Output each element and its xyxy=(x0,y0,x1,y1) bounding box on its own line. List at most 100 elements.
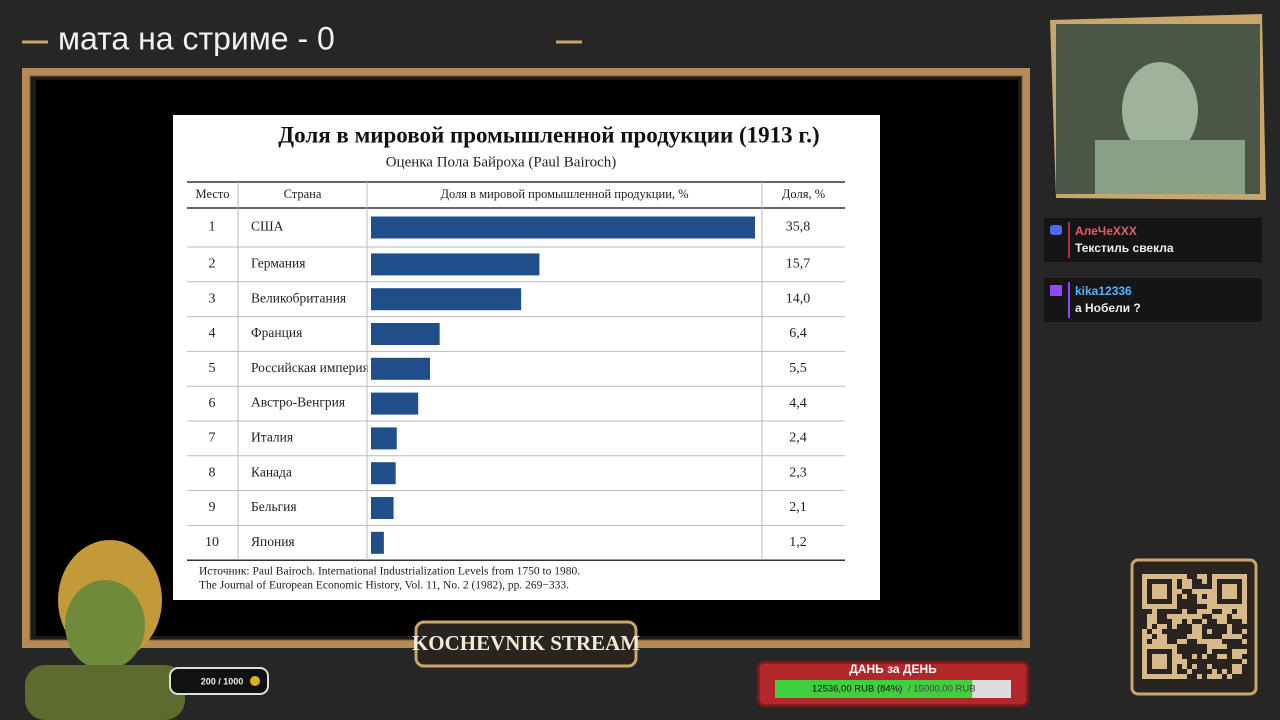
qr-module xyxy=(1227,604,1232,609)
qr-module xyxy=(1162,574,1167,579)
qr-module xyxy=(1157,664,1162,669)
bar xyxy=(371,462,396,485)
qr-module xyxy=(1227,584,1232,589)
qr-module xyxy=(1187,614,1192,619)
country: Канада xyxy=(251,464,292,479)
qr-module xyxy=(1152,664,1157,669)
qr-module xyxy=(1232,584,1237,589)
qr-module xyxy=(1217,644,1222,649)
qr-module xyxy=(1152,644,1157,649)
qr-module xyxy=(1192,634,1197,639)
qr-module xyxy=(1142,669,1147,674)
qr-module xyxy=(1217,604,1222,609)
qr-module xyxy=(1162,604,1167,609)
qr-module xyxy=(1207,639,1212,644)
qr-module xyxy=(1232,669,1237,674)
qr-module xyxy=(1202,609,1207,614)
qr-module xyxy=(1182,664,1187,669)
qr-module xyxy=(1182,674,1187,679)
qr-module xyxy=(1182,594,1187,599)
qr-module xyxy=(1212,614,1217,619)
qr-module xyxy=(1167,674,1172,679)
qr-module xyxy=(1182,639,1187,644)
webcam-person xyxy=(1095,140,1245,194)
qr-module xyxy=(1187,619,1192,624)
qr-module xyxy=(1212,599,1217,604)
qr-module xyxy=(1142,649,1147,654)
qr-module xyxy=(1167,644,1172,649)
qr-module xyxy=(1157,639,1162,644)
qr-module xyxy=(1187,634,1192,639)
bar xyxy=(371,427,397,450)
qr-module xyxy=(1147,644,1152,649)
qr-module xyxy=(1242,589,1247,594)
qr-module xyxy=(1152,589,1157,594)
qr-module xyxy=(1157,574,1162,579)
mascot-face xyxy=(65,580,145,670)
qr-module xyxy=(1227,634,1232,639)
qr-module xyxy=(1152,574,1157,579)
qr-module xyxy=(1152,629,1157,634)
qr-module xyxy=(1152,609,1157,614)
qr-module xyxy=(1192,589,1197,594)
qr-module xyxy=(1147,674,1152,679)
qr-module xyxy=(1157,674,1162,679)
rank: 1 xyxy=(209,220,216,235)
share-label: 6,4 xyxy=(789,326,807,341)
qr-module xyxy=(1152,674,1157,679)
qr-module xyxy=(1202,639,1207,644)
qr-module xyxy=(1152,619,1157,624)
share-label: 2,3 xyxy=(789,465,807,480)
qr-module xyxy=(1162,644,1167,649)
qr-module xyxy=(1142,629,1147,634)
qr-module xyxy=(1162,624,1167,629)
qr-module xyxy=(1162,594,1167,599)
qr-module xyxy=(1162,634,1167,639)
qr-module xyxy=(1202,589,1207,594)
country: США xyxy=(251,219,284,234)
qr-module xyxy=(1242,594,1247,599)
qr-module xyxy=(1142,579,1147,584)
qr-module xyxy=(1237,604,1242,609)
qr-module xyxy=(1182,659,1187,664)
qr-module xyxy=(1152,659,1157,664)
qr-module xyxy=(1197,624,1202,629)
qr-module xyxy=(1157,644,1162,649)
qr-module xyxy=(1172,644,1177,649)
chat-accent xyxy=(1068,282,1070,318)
qr-module xyxy=(1222,654,1227,659)
qr-module xyxy=(1232,574,1237,579)
qr-module xyxy=(1162,639,1167,644)
qr-module xyxy=(1207,594,1212,599)
qr-module xyxy=(1177,619,1182,624)
qr-module xyxy=(1197,614,1202,619)
qr-module xyxy=(1142,634,1147,639)
column-header: Доля в мировой промышленной продукции, % xyxy=(440,187,688,201)
qr-module xyxy=(1172,604,1177,609)
points-box xyxy=(169,667,269,695)
qr-module xyxy=(1242,649,1247,654)
qr-module xyxy=(1162,589,1167,594)
qr-module xyxy=(1162,584,1167,589)
column-header: Страна xyxy=(284,187,322,201)
qr-module xyxy=(1197,609,1202,614)
share-label: 4,4 xyxy=(789,396,807,411)
qr-module xyxy=(1217,614,1222,619)
country: Япония xyxy=(251,534,295,549)
qr-module xyxy=(1242,639,1247,644)
share-label: 14,0 xyxy=(786,291,811,306)
rank: 6 xyxy=(209,396,216,411)
qr-module xyxy=(1242,659,1247,664)
bar xyxy=(371,392,419,415)
qr-module xyxy=(1212,594,1217,599)
qr-module xyxy=(1217,654,1222,659)
qr-module xyxy=(1227,574,1232,579)
qr-module xyxy=(1147,614,1152,619)
qr-module xyxy=(1157,589,1162,594)
rank: 7 xyxy=(209,431,216,446)
qr-module xyxy=(1182,609,1187,614)
qr-module xyxy=(1222,604,1227,609)
qr-module xyxy=(1152,614,1157,619)
qr-module xyxy=(1177,674,1182,679)
